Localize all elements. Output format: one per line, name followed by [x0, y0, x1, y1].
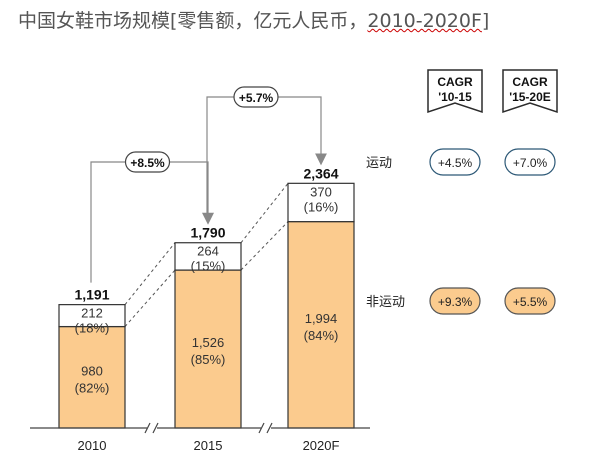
share-label-non-sport: (82%) — [75, 380, 110, 395]
cagr-badge — [429, 287, 481, 315]
cagr-header-line1: CAGR — [512, 75, 548, 89]
bar-non-sport — [287, 221, 355, 429]
cagr-header-line2: '15-20E — [509, 90, 551, 104]
axis-break-mark — [258, 422, 265, 434]
title-close: ] — [481, 10, 490, 32]
cagr-value: +7.0% — [513, 156, 548, 170]
total-label: 2,364 — [303, 165, 338, 181]
share-label-non-sport: (85%) — [191, 352, 226, 367]
chart-title: 中国女鞋市场规模[零售额，亿元人民币，2010-2020F] — [18, 6, 489, 33]
category-label: 2015 — [194, 438, 223, 453]
bar-non-sport — [174, 269, 242, 429]
growth-label: +5.7% — [239, 91, 274, 105]
total-label: 1,191 — [74, 287, 109, 303]
cagr-badge — [504, 148, 556, 176]
value-label-non-sport: 980 — [81, 363, 103, 378]
cagr-row-label: 非运动 — [366, 294, 405, 309]
cagr-header-line2: '10-15 — [438, 90, 472, 104]
growth-badge — [124, 151, 171, 173]
connector-split-line — [240, 221, 289, 271]
cagr-header-banner — [502, 69, 558, 114]
value-label-sport: 370 — [310, 184, 332, 199]
value-label-non-sport: 1,526 — [192, 335, 225, 350]
cagr-badge — [429, 148, 481, 176]
cagr-header-line1: CAGR — [437, 75, 473, 89]
axis-break-mark — [266, 422, 273, 434]
cagr-header-banner — [427, 69, 483, 114]
connector-split-line — [124, 269, 176, 327]
title-years: 2010-2020F — [367, 10, 482, 32]
cagr-value: +4.5% — [438, 156, 473, 170]
value-label-non-sport: 1,994 — [305, 311, 338, 326]
bar-sport — [58, 304, 126, 328]
axis-break-mark — [144, 422, 151, 434]
title-main: 中国女鞋市场规模[零售额，亿元人民币， — [18, 10, 368, 32]
axis-break-gap — [147, 422, 157, 434]
total-label: 1,790 — [190, 225, 225, 241]
share-label-non-sport: (84%) — [304, 328, 339, 343]
growth-badge — [233, 86, 279, 108]
share-label-sport: (16%) — [304, 199, 339, 214]
value-label-sport: 212 — [81, 306, 103, 321]
axis-break-gap — [261, 422, 271, 434]
bar-sport — [174, 242, 242, 271]
category-label: 2010 — [78, 438, 107, 453]
bar-sport — [287, 182, 355, 223]
connector-total-line — [240, 183, 289, 244]
growth-label: +8.5% — [130, 156, 165, 170]
bar-non-sport — [58, 325, 126, 429]
category-label: 2020F — [303, 438, 340, 453]
cagr-value: +9.3% — [438, 295, 473, 309]
axis-break-mark — [152, 422, 159, 434]
connector-total-line — [124, 242, 176, 305]
value-label-sport: 264 — [197, 244, 219, 259]
share-label-sport: (18%) — [75, 321, 110, 336]
cagr-value: +5.5% — [513, 295, 548, 309]
share-label-sport: (15%) — [191, 259, 226, 274]
cagr-row-label: 运动 — [366, 155, 392, 170]
cagr-badge — [504, 287, 556, 315]
